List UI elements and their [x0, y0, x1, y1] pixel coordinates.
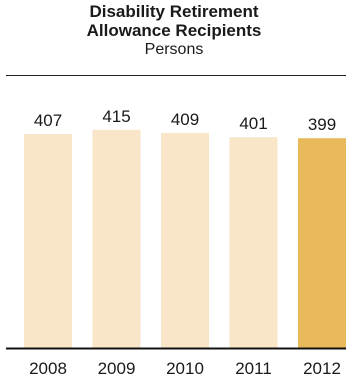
title-divider: [6, 75, 346, 76]
x-tick-2012: 2012: [303, 359, 341, 378]
bar-2012: [298, 138, 346, 348]
data-label-2012: 399: [308, 115, 336, 134]
chart-title-block: Disability Retirement Allowance Recipien…: [0, 2, 348, 59]
bar-2010: [161, 132, 209, 348]
data-label-2011: 401: [239, 114, 267, 133]
x-tick-2010: 2010: [166, 359, 204, 378]
x-tick-2008: 2008: [29, 359, 67, 378]
data-label-2008: 407: [34, 111, 62, 130]
chart-subtitle: Persons: [144, 41, 204, 58]
chart-title-line-2: Allowance Recipients: [86, 21, 262, 40]
bar-2008: [24, 134, 72, 348]
bar-2011: [229, 137, 278, 348]
x-tick-2011: 2011: [235, 359, 272, 378]
data-label-2010: 409: [171, 110, 199, 129]
data-label-2009: 415: [102, 107, 130, 126]
chart-title-line-1: Disability Retirement: [89, 2, 259, 21]
bar-2009: [92, 129, 141, 348]
x-tick-2009: 2009: [98, 359, 136, 378]
